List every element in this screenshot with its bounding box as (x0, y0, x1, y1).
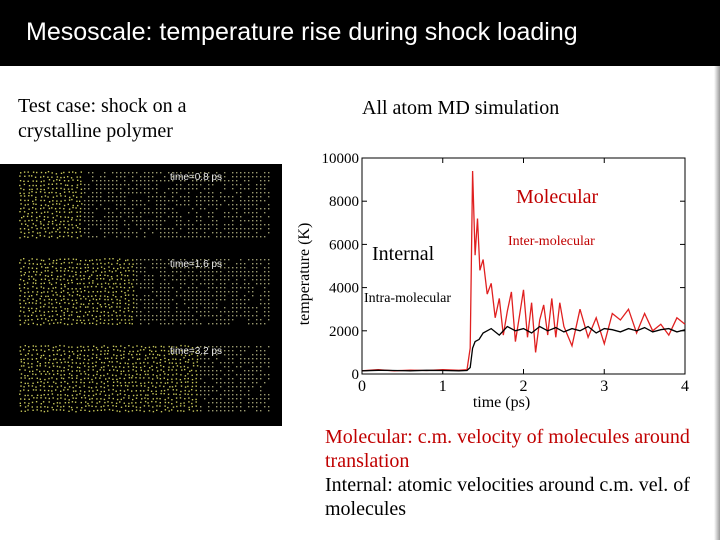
snapshot-background (0, 164, 282, 248)
x-axis-label: time (ps) (473, 394, 530, 411)
x-tick-label: 4 (681, 378, 689, 395)
internal-note: Internal: atomic velocities around c.m. … (325, 474, 690, 520)
molecular-annotation: Molecular (516, 186, 599, 208)
x-tick-label: 1 (439, 378, 447, 395)
atom-lattice (19, 171, 270, 239)
snapshot-frame: time=3.2 ps (0, 338, 282, 422)
molecular-annotation-bg (514, 183, 618, 209)
y-tick-label: 4000 (329, 281, 359, 297)
intra-molecular-label: Intra-molecular (364, 291, 451, 306)
y-tick-label: 8000 (329, 194, 359, 210)
snapshot-background (0, 251, 282, 335)
snapshot-time-label: time=1.6 ps (170, 259, 222, 270)
y-tick-label: 0 (352, 367, 360, 383)
x-tick-label: 0 (358, 378, 366, 395)
internal-annotation-bg (370, 240, 450, 266)
y-tick-label: 10000 (322, 151, 360, 167)
y-axis-label: temperature (K) (296, 223, 313, 326)
series-line-inter-molecular (361, 170, 686, 372)
test-case-text: Test case: shock on a crystalline polyme… (18, 95, 187, 142)
title-bar: Mesoscale: temperature rise during shock… (0, 0, 720, 66)
series-line-intra-molecular (361, 325, 686, 372)
snapshot-image: time=0.8 ps time=1.6 ps time=3.2 ps (0, 164, 282, 422)
snapshot-time-label: time=3.2 ps (170, 346, 222, 357)
molecular-note: Molecular: c.m. velocity of molecules ar… (325, 426, 690, 472)
y-tick-label: 6000 (329, 237, 359, 253)
snapshot-frame: time=0.8 ps (0, 164, 282, 248)
atom-lattice (18, 258, 270, 326)
inter-molecular-label: Inter-molecular (508, 234, 595, 249)
snapshot-time-label: time=0.8 ps (170, 172, 222, 183)
internal-annotation: Internal (372, 243, 435, 265)
snapshot-panel: time=0.8 ps time=1.6 ps time=3.2 ps (0, 164, 282, 426)
temperature-chart: 0 1 2 3 4 0 2000 4000 6000 8000 10000 time (ps) temp… (292, 148, 700, 416)
x-tick-label: 2 (520, 378, 528, 395)
slide-title: Mesoscale: temperature rise during shock… (26, 18, 578, 46)
y-tick-label: 2000 (329, 324, 359, 340)
simulation-heading: All atom MD simulation (362, 97, 560, 119)
legend-notes: Molecular: c.m. velocity of molecules ar… (325, 425, 715, 521)
atom-lattice (19, 344, 270, 413)
x-tick-label: 3 (600, 378, 608, 395)
slide-edge-decoration (714, 66, 720, 540)
temperature-chart-svg: 0 1 2 3 4 0 2000 4000 6000 8000 10000 time (ps) temp… (296, 151, 689, 411)
snapshot-frame: time=1.6 ps (0, 251, 282, 335)
